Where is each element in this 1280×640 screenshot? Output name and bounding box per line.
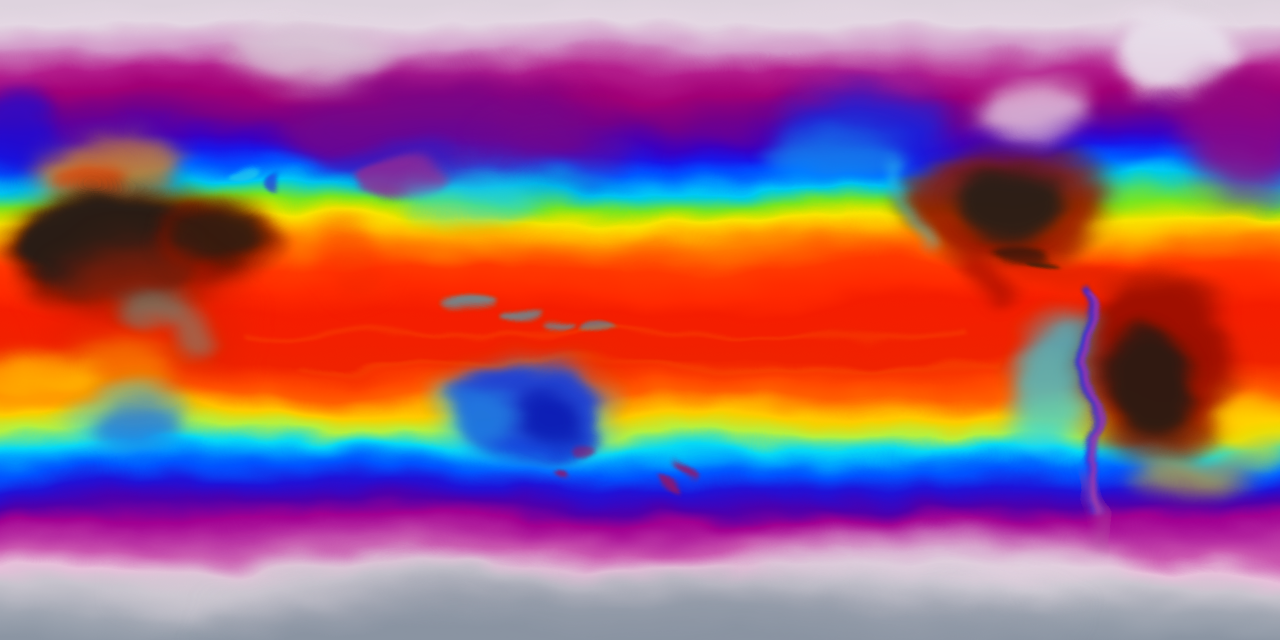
east-asia-cyan-patch <box>414 176 542 220</box>
us-west-coast-cyan-strip <box>896 146 936 257</box>
north-pacific-cyan-band <box>769 130 921 174</box>
mexico-hot-strip <box>961 252 1016 320</box>
antarctic-white-ridge-east <box>750 541 1130 589</box>
east-africa-cyan-mottle <box>170 306 206 362</box>
west-australia-cyan-interior <box>450 392 510 448</box>
arabia-black-core <box>178 211 266 263</box>
hudson-bay-pale-patch <box>990 83 1090 137</box>
climate-feature-blobs <box>0 12 1280 640</box>
new-zealand-south-island <box>656 468 680 488</box>
south-africa-blue-core <box>91 413 175 457</box>
north-pacific-pale-swirl <box>220 31 380 85</box>
north-atlantic-magenta-lobe <box>1180 84 1280 196</box>
tasmania-magenta-speck <box>549 465 563 475</box>
indonesia-cyan-speck-2 <box>501 311 545 321</box>
south-atlantic-yellow-tongue <box>0 361 94 401</box>
peru-coast-cyan-wedge <box>1011 323 1093 457</box>
brazil-south-yellow-fringe <box>1134 454 1250 494</box>
north-america-black-core <box>958 164 1066 236</box>
new-zealand-north-island <box>675 456 697 474</box>
india-red-core <box>316 230 388 298</box>
patagonia-magenta-streak <box>1083 468 1105 553</box>
greenland-ice-pale <box>1120 12 1240 108</box>
caspian-blue-speck <box>277 177 291 199</box>
antarctic-interior-gray <box>210 584 1070 640</box>
equatorial-swirl-streak-2 <box>299 359 1001 371</box>
equatorial-africa-cyan-mottle <box>112 282 188 322</box>
cuba-dark-speck <box>1023 259 1057 267</box>
equatorial-swirl-streak-1 <box>239 324 961 341</box>
south-america-black-core <box>1108 336 1196 440</box>
northwest-pacific-purple-dip <box>490 108 630 172</box>
indonesia-cyan-speck-3 <box>545 323 577 331</box>
australian-alps-magenta-speck <box>570 437 590 449</box>
caribbean-red-band <box>1004 260 1120 292</box>
black-sea-cyan-speck <box>236 169 268 183</box>
australia-dark-blue-core <box>514 390 582 442</box>
brazil-east-yellow-fringe <box>1216 384 1280 460</box>
europe-red-core <box>50 163 134 191</box>
gulf-of-mexico-dark-patch <box>998 239 1050 265</box>
indonesia-cyan-speck-1 <box>446 298 498 308</box>
